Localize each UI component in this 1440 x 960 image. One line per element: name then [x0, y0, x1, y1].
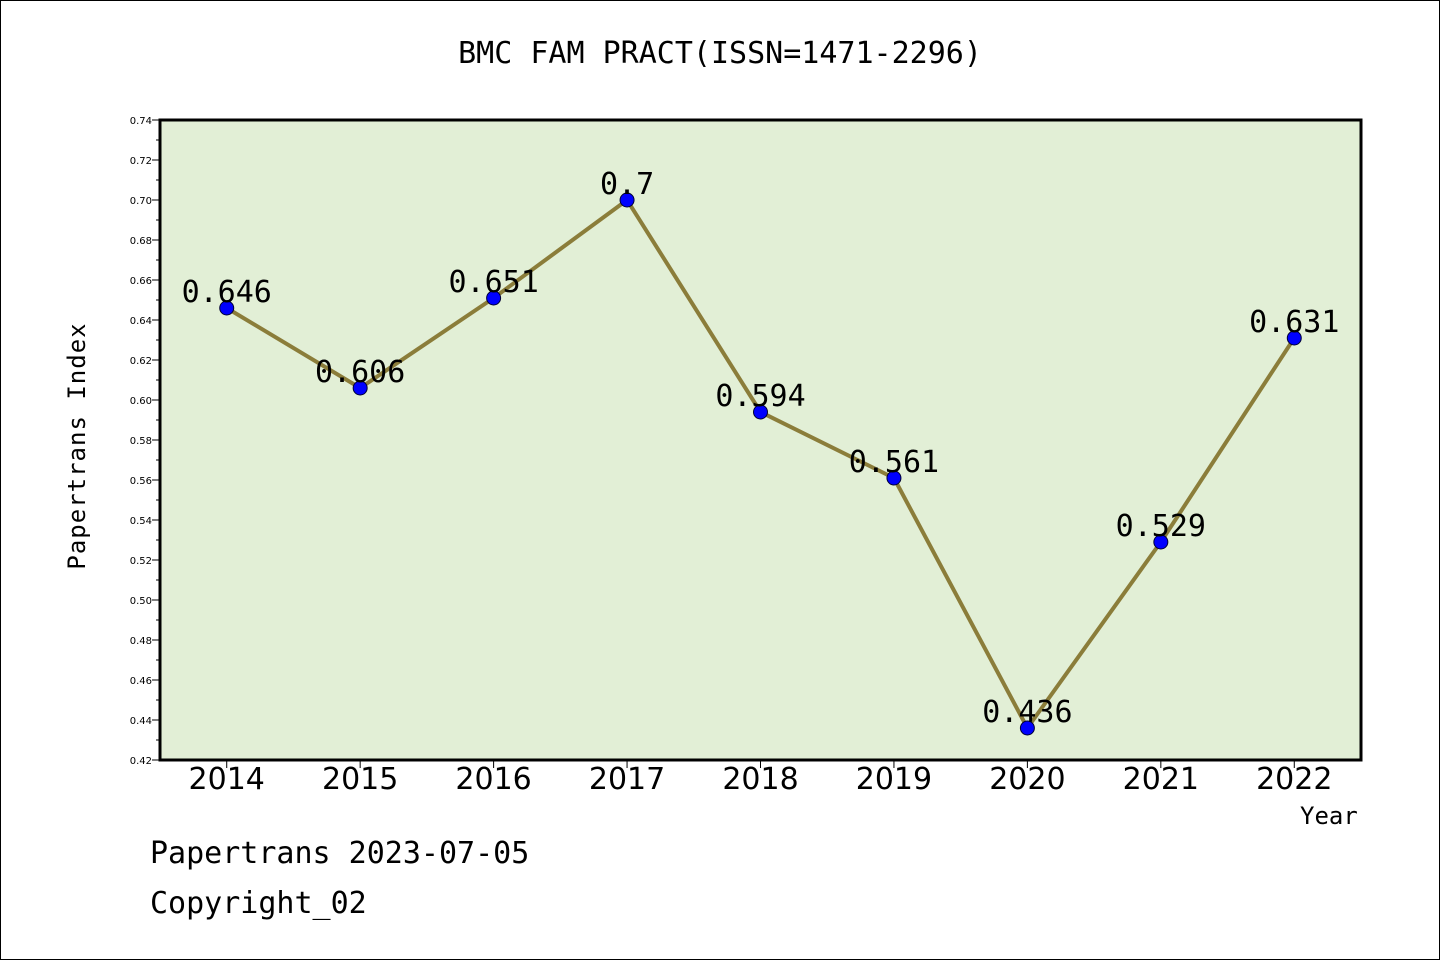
y-tick-label: 0.70 [130, 196, 152, 207]
data-label: 0.646 [182, 275, 272, 310]
data-label: 0.594 [715, 379, 805, 414]
y-tick-label: 0.44 [130, 716, 152, 727]
x-tick-label: 2016 [455, 762, 531, 797]
y-tick-label: 0.50 [130, 596, 152, 607]
x-tick-label: 2022 [1256, 762, 1332, 797]
data-point [753, 404, 768, 420]
x-tick-label: 2014 [189, 762, 265, 797]
y-tick-label: 0.56 [130, 476, 152, 487]
data-label: 0.529 [1116, 509, 1206, 544]
y-tick-label: 0.60 [130, 396, 152, 407]
y-tick-label: 0.64 [130, 316, 152, 327]
y-tick-label: 0.52 [130, 556, 152, 567]
data-label: 0.7 [600, 167, 654, 202]
plot-border [158, 118, 1363, 762]
data-point [886, 470, 902, 486]
data-point [219, 300, 235, 316]
chart-title: BMC FAM PRACT(ISSN=1471-2296) [458, 36, 982, 71]
data-point [619, 192, 635, 208]
data-label: 0.651 [448, 265, 538, 300]
data-point [352, 380, 368, 396]
y-tick-label: 0.74 [130, 116, 152, 127]
x-tick-label: 2019 [856, 762, 932, 797]
data-label: 0.436 [982, 695, 1072, 730]
x-tick-label: 2017 [589, 762, 665, 797]
y-tick-label: 0.42 [130, 756, 152, 767]
data-label: 0.561 [849, 445, 939, 480]
y-tick-label: 0.66 [130, 276, 152, 287]
plot-area [160, 120, 1361, 760]
data-point [486, 290, 502, 306]
data-point [1286, 330, 1302, 346]
y-tick-label: 0.58 [130, 436, 152, 447]
data-label: 0.631 [1249, 305, 1339, 340]
x-tick-label: 2018 [722, 762, 798, 797]
y-tick-label: 0.48 [130, 636, 152, 647]
x-tick-label: 2021 [1123, 762, 1199, 797]
y-tick-label: 0.54 [130, 516, 152, 527]
y-tick-label: 0.62 [130, 356, 152, 367]
x-tick-label: 2020 [989, 762, 1065, 797]
y-tick-label: 0.68 [130, 236, 152, 247]
x-tick-label: 2015 [322, 762, 398, 797]
y-tick-label: 0.72 [130, 156, 152, 167]
data-label: 0.606 [315, 355, 405, 390]
data-point [1153, 534, 1169, 550]
x-axis-label: Year [1300, 802, 1358, 830]
data-point [1019, 720, 1035, 736]
y-tick-label: 0.46 [130, 676, 152, 687]
footer-source: Papertrans 2023-07-05 [150, 836, 530, 871]
footer-copyright: Copyright_02 [150, 886, 367, 921]
